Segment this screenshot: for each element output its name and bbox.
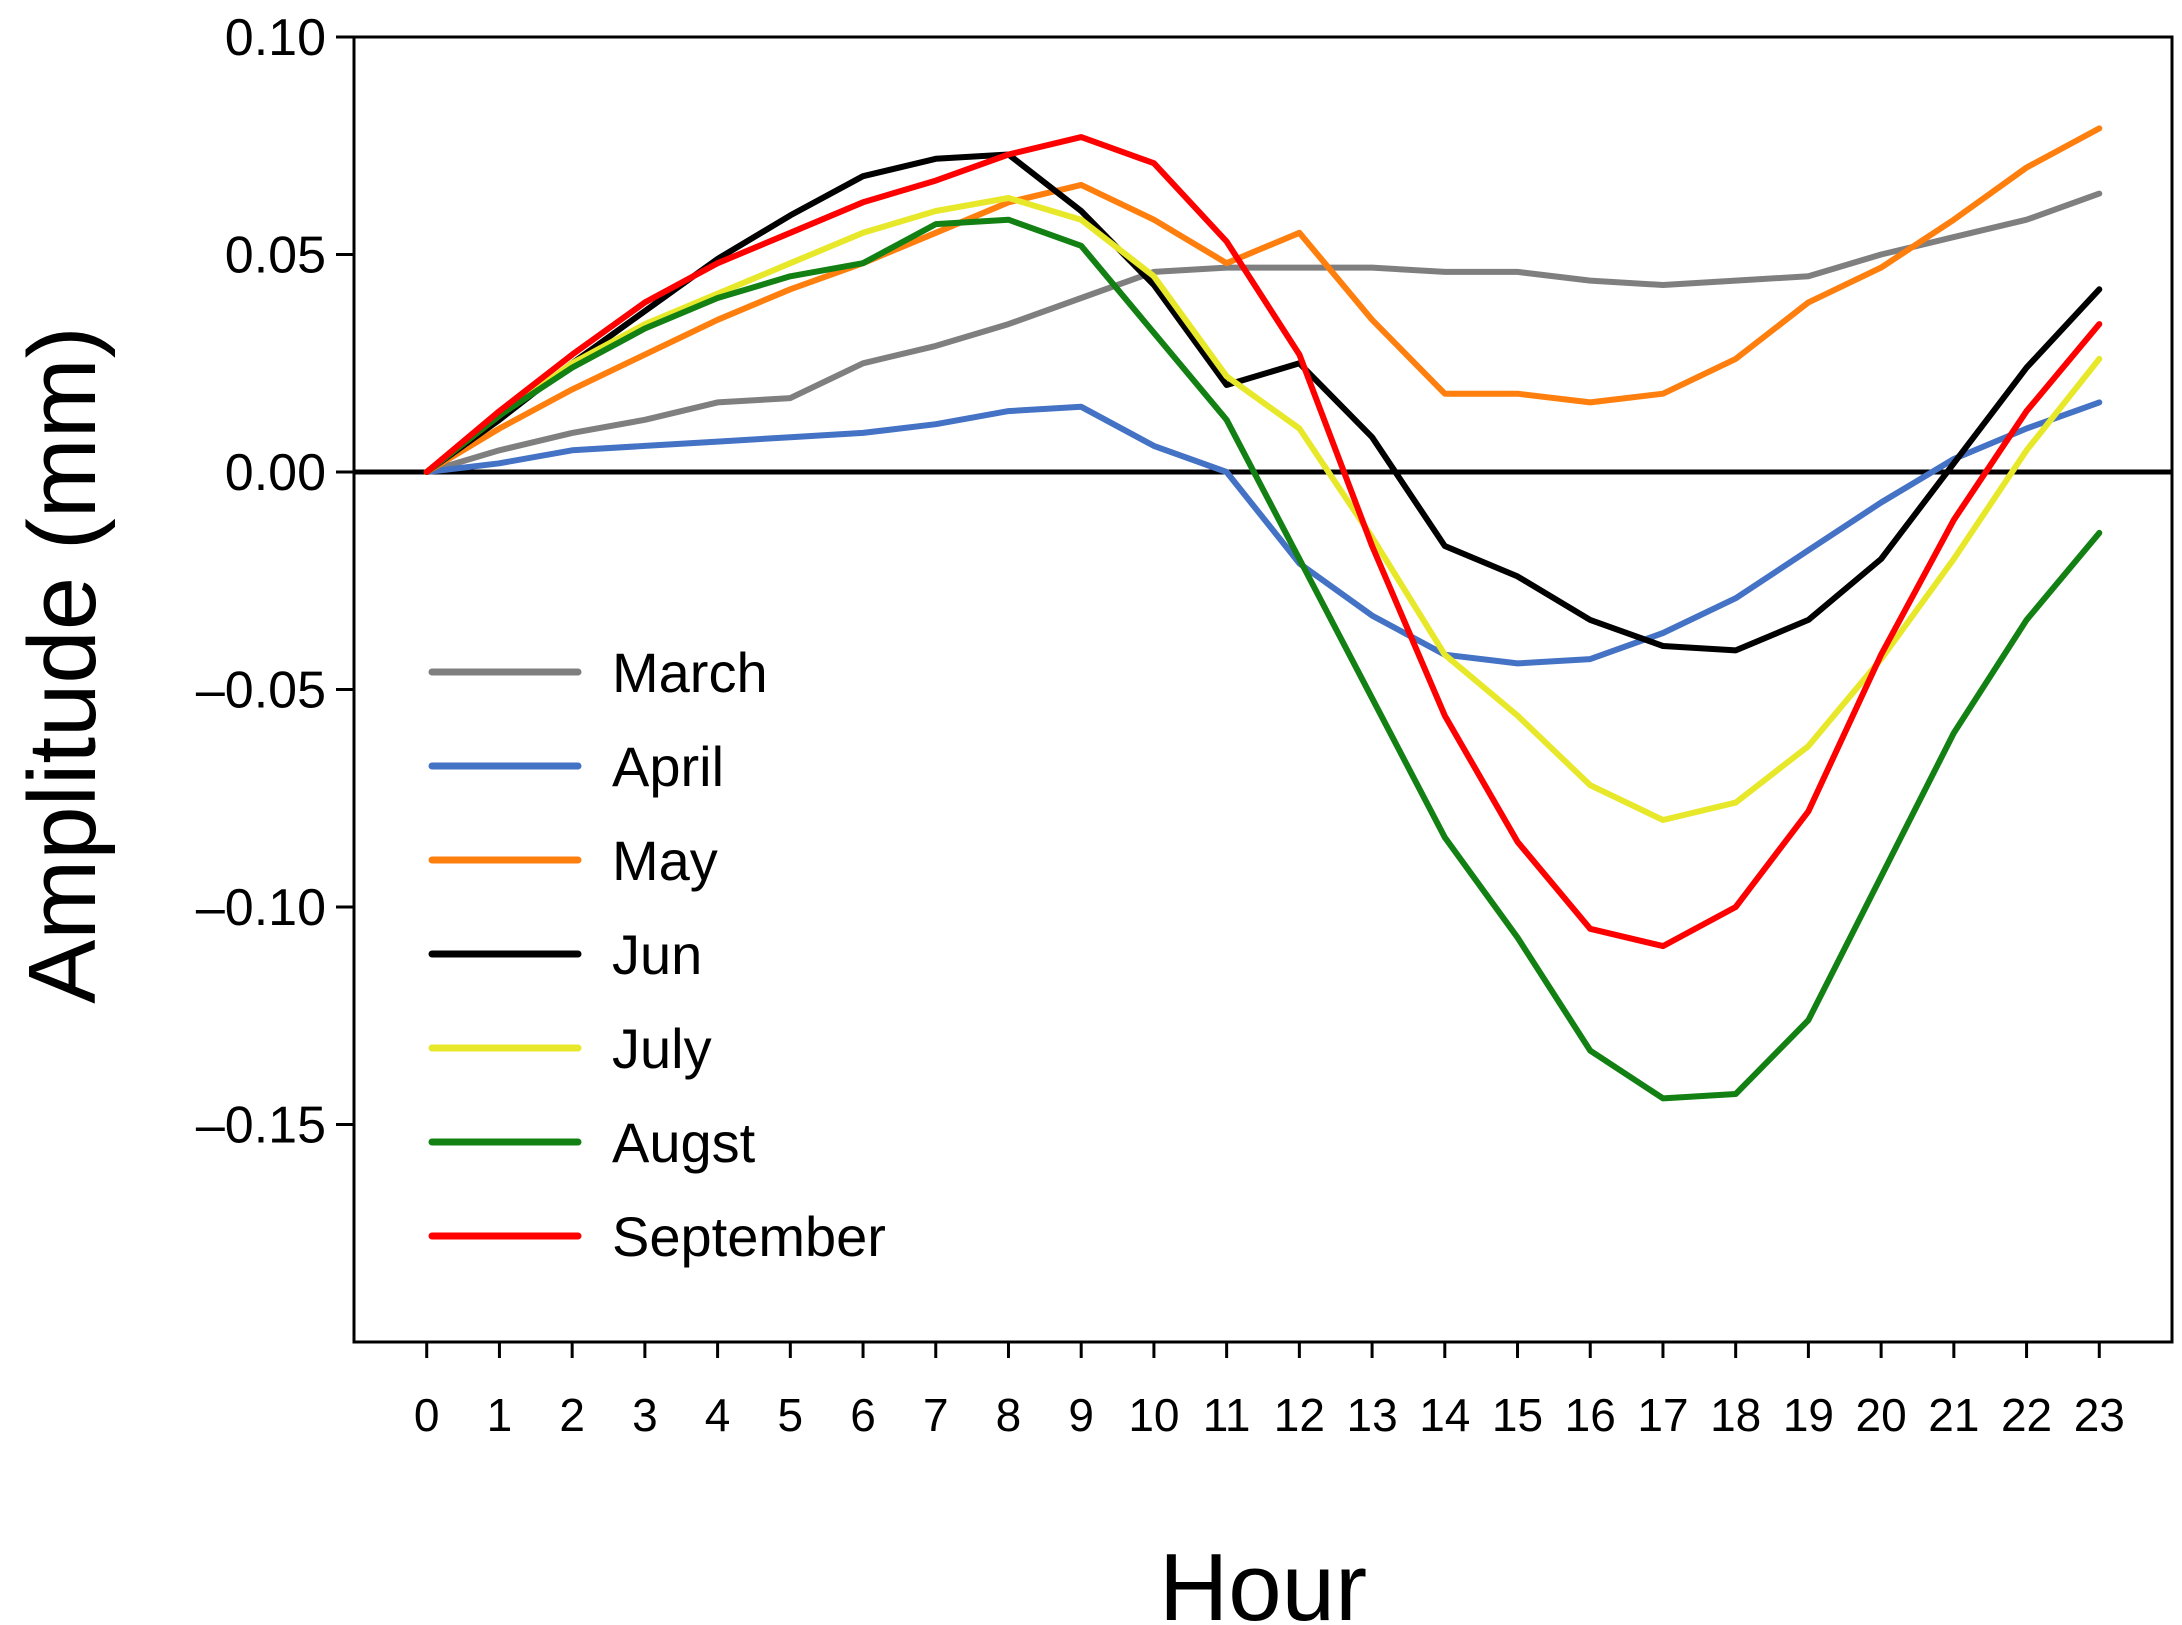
x-tick-label: 12 bbox=[1274, 1389, 1325, 1441]
series-line-augst bbox=[423, 216, 2103, 1102]
legend: March April May Jun July Augst September bbox=[428, 641, 886, 1268]
y-tick-label: 0.00 bbox=[225, 444, 326, 502]
series-lines bbox=[423, 125, 2103, 1102]
x-tick-label: 19 bbox=[1783, 1389, 1834, 1441]
x-tick-label: 16 bbox=[1565, 1389, 1616, 1441]
y-tick-label: –0.05 bbox=[196, 662, 326, 720]
x-tick-label: 4 bbox=[705, 1389, 731, 1441]
x-tick-label: 13 bbox=[1346, 1389, 1397, 1441]
legend-label-april: April bbox=[612, 735, 724, 798]
legend-label-jun: Jun bbox=[612, 923, 702, 986]
x-tick-label: 20 bbox=[1856, 1389, 1907, 1441]
x-tick-label: 15 bbox=[1492, 1389, 1543, 1441]
x-tick-label: 0 bbox=[414, 1389, 440, 1441]
x-tick-label: 3 bbox=[632, 1389, 658, 1441]
x-tick-label: 5 bbox=[778, 1389, 804, 1441]
legend-label-may: May bbox=[612, 829, 718, 892]
x-tick-label: 1 bbox=[487, 1389, 513, 1441]
x-tick-label: 17 bbox=[1637, 1389, 1688, 1441]
series-line-september bbox=[423, 134, 2103, 950]
x-axis: 0 1 2 3 4 5 6 7 8 9 10 11 12 13 14 15 16 17 18 19 20 21 22 23 bbox=[414, 1342, 2125, 1441]
x-tick-label: 21 bbox=[1928, 1389, 1979, 1441]
series-line-july bbox=[423, 195, 2103, 823]
y-axis: 0.10 0.05 0.00 –0.05 –0.10 –0.15 bbox=[196, 9, 354, 1155]
x-tick-label: 23 bbox=[2074, 1389, 2125, 1441]
x-tick-label: 14 bbox=[1419, 1389, 1470, 1441]
series-line-may bbox=[423, 125, 2103, 475]
x-tick-label: 9 bbox=[1068, 1389, 1094, 1441]
y-tick-label: –0.10 bbox=[196, 879, 326, 937]
y-axis-title: Amplitude (mm) bbox=[9, 326, 116, 1003]
y-tick-label: 0.10 bbox=[225, 9, 326, 67]
series-line-march bbox=[423, 190, 2103, 475]
x-tick-label: 8 bbox=[996, 1389, 1022, 1441]
legend-label-march: March bbox=[612, 641, 768, 704]
x-tick-label: 18 bbox=[1710, 1389, 1761, 1441]
x-tick-label: 11 bbox=[1203, 1389, 1251, 1441]
y-tick-label: 0.05 bbox=[225, 227, 326, 285]
x-axis-title: Hour bbox=[1159, 1534, 1367, 1625]
legend-label-augst: Augst bbox=[612, 1111, 756, 1174]
x-tick-label: 2 bbox=[559, 1389, 585, 1441]
legend-label-september: September bbox=[612, 1205, 886, 1268]
y-tick-label: –0.15 bbox=[196, 1097, 326, 1155]
legend-label-july: July bbox=[612, 1017, 712, 1080]
x-tick-label: 6 bbox=[850, 1389, 876, 1441]
series-line-april bbox=[423, 399, 2103, 667]
x-tick-label: 7 bbox=[923, 1389, 949, 1441]
x-tick-label: 10 bbox=[1128, 1389, 1179, 1441]
x-tick-label: 22 bbox=[2001, 1389, 2052, 1441]
